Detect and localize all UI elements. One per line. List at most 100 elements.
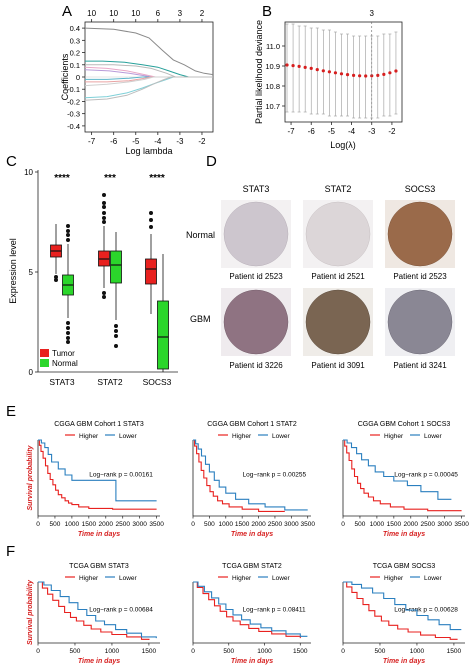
km-legend-label-higher: Higher [79, 575, 99, 582]
km-curve-lower [343, 439, 452, 500]
km-legend-label-lower: Lower [272, 433, 291, 440]
panel-c-y-label: Expression level [8, 238, 18, 304]
panel-a-coef-path-9 [84, 76, 213, 101]
panel-a-y-tick-label: -0.2 [67, 97, 80, 106]
panel-c-y-tick-label: 10 [24, 168, 33, 177]
km-x-tick-label: 3000 [132, 521, 147, 528]
panel-f-km-stat3: TCGA GBM STAT3 Higher Lower 0 500 1000 1500 Tim… [27, 563, 160, 665]
km-curve-higher [343, 581, 458, 640]
box-outlier [66, 336, 70, 340]
km-curve-lower [193, 439, 308, 511]
km-x-tick-label: 500 [70, 648, 81, 655]
panel-b-y-label: Partial likelihood deviance [254, 20, 264, 124]
km-x-tick-label: 1000 [105, 648, 120, 655]
panel-b-x-tick-label: -7 [287, 127, 295, 136]
km-x-tick-label: 500 [355, 521, 366, 528]
km-pvalue: Log−rank p = 0.00684 [89, 606, 153, 613]
panel-a-coef-path-8 [84, 76, 213, 99]
km-x-tick-label: 1500 [235, 521, 250, 528]
km-x-label: Time in days [231, 658, 273, 665]
panel-a-coef-path-0 [84, 27, 214, 76]
box-outlier [114, 324, 118, 328]
panel-a-x-tick-label: -7 [88, 137, 96, 146]
panel-b-mean-point [333, 71, 338, 75]
box-outlier [149, 225, 153, 229]
km-x-tick-label: 1000 [257, 648, 272, 655]
km-title: CGGA GBM Cohort 1 SOCS3 [358, 421, 451, 428]
panel-b-x-tick-label: -5 [328, 127, 336, 136]
panel-a-top-tick-label: 10 [109, 9, 118, 18]
panel-a-y-tick-label: 0.1 [70, 61, 80, 70]
km-title: CGGA GBM Cohort 1 STAT3 [54, 421, 144, 428]
km-x-label: Time in days [383, 658, 425, 665]
km-x-tick-label: 0 [341, 648, 345, 655]
box-outlier [102, 211, 106, 215]
panel-a-x-label: Log lambda [125, 146, 172, 156]
ihc-caption-gbm-socs3: Patient id 3241 [393, 361, 447, 370]
km-legend-label-higher: Higher [384, 433, 404, 440]
panel-b-plot-frame [284, 21, 403, 123]
panel-a-top-tick-label: 10 [131, 9, 140, 18]
km-legend-label-lower: Lower [424, 575, 443, 582]
km-x-tick-label: 1000 [219, 521, 234, 528]
panel-letter-c: C [6, 153, 17, 170]
km-legend-label-higher: Higher [232, 433, 252, 440]
panel-a-coef-path-1 [85, 60, 213, 78]
panel-b-mean-point [376, 73, 380, 77]
panel-a-x-tick-label: -6 [110, 137, 118, 146]
km-curve-higher [193, 439, 285, 512]
km-x-tick-label: 500 [375, 648, 386, 655]
box-outlier [66, 340, 70, 344]
box-normal [110, 250, 122, 284]
panel-b-x-label: Log(λ) [330, 140, 356, 150]
box-outlier [102, 291, 106, 295]
panel-a-top-tick-label: 2 [200, 9, 205, 18]
box-outlier [149, 211, 153, 215]
box-outlier [66, 238, 70, 242]
panel-a-y-tick-label: -0.3 [67, 110, 80, 119]
km-curve-lower [38, 439, 157, 502]
panel-letter-a: A [62, 3, 72, 20]
km-legend-label-lower: Lower [119, 575, 138, 582]
km-x-tick-label: 2500 [420, 521, 435, 528]
km-x-label: Time in days [78, 658, 120, 665]
km-legend-label-higher: Higher [79, 433, 99, 440]
panel-a-x-tick-label: -2 [198, 137, 206, 146]
km-x-tick-label: 1500 [293, 648, 308, 655]
panel-a-top-tick-label: 10 [87, 9, 96, 18]
box-outlier [66, 224, 70, 228]
box-outlier [114, 334, 118, 338]
box-normal [157, 300, 169, 370]
panel-a-x-tick-label: -3 [176, 137, 184, 146]
panel-d-col-label-stat2: STAT2 [325, 184, 352, 194]
km-curve-higher [38, 581, 150, 640]
ihc-caption-normal-stat2: Patient id 2521 [311, 272, 365, 281]
box-outlier [102, 205, 106, 209]
ihc-core-gbm-stat3 [223, 289, 289, 355]
km-x-tick-label: 2000 [251, 521, 266, 528]
ihc-caption-normal-stat3: Patient id 2523 [229, 272, 283, 281]
km-pvalue: Log−rank p = 0.00045 [394, 471, 458, 478]
box-outlier [54, 275, 58, 279]
panel-c-expression-boxplot: Expression level 0 5 10 STAT3 **** STAT2 *** SO… [8, 168, 178, 387]
panel-d-row-label-gbm: GBM [190, 314, 211, 324]
box-outlier [66, 331, 70, 335]
box-outlier [66, 321, 70, 325]
panel-b-x-tick-label: -6 [308, 127, 316, 136]
panel-b-x-tick-label: -2 [388, 127, 396, 136]
box-tumor [145, 258, 157, 285]
panel-b-x-tick-label: -3 [368, 127, 376, 136]
panel-b-mean-point [388, 71, 392, 75]
km-legend-label-higher: Higher [232, 575, 252, 582]
panel-c-y-tick-label: 0 [29, 368, 34, 377]
panel-b-mean-point [364, 74, 368, 78]
panel-b-mean-point [358, 74, 362, 78]
box-outlier [54, 278, 58, 282]
km-x-tick-label: 3000 [284, 521, 299, 528]
km-curve-lower [38, 581, 157, 639]
km-x-tick-label: 1000 [65, 521, 80, 528]
km-x-tick-label: 500 [204, 521, 215, 528]
km-legend-label-lower: Lower [424, 433, 443, 440]
panel-b-mean-point [291, 64, 295, 68]
box-outlier [114, 329, 118, 333]
